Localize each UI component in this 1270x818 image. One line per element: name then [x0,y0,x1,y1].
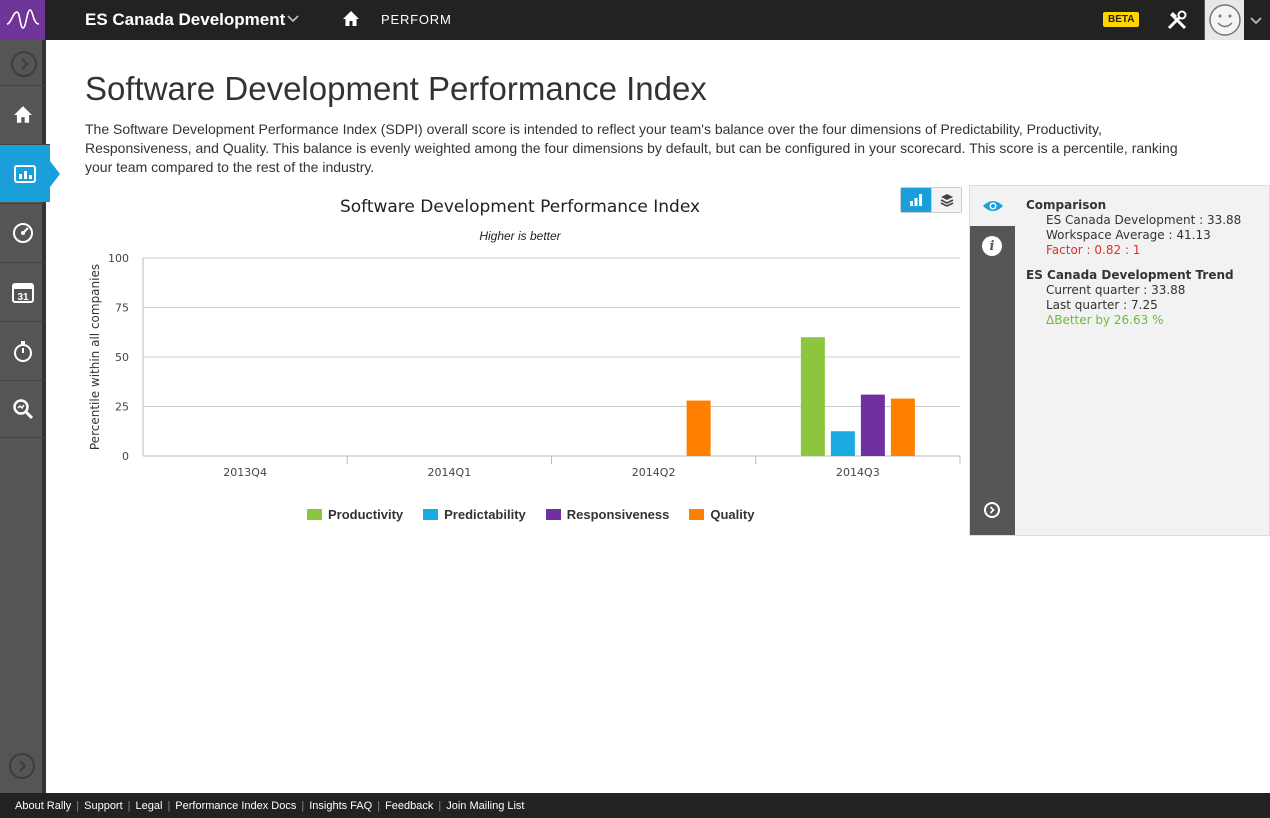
footer-link[interactable]: About Rally [15,799,72,812]
bar-chart-view-button[interactable] [901,188,931,212]
y-tick-label: 75 [115,302,129,315]
footer-link[interactable]: Performance Index Docs [175,799,297,812]
legend-swatch [545,509,561,520]
footer-separator: | [301,799,305,812]
tools-icon[interactable] [1166,9,1190,33]
page-title: Software Development Performance Index [85,70,707,107]
avatar[interactable] [1204,0,1244,40]
home-icon[interactable] [0,85,46,143]
footer-link[interactable]: Support [84,799,123,812]
legend-item[interactable]: Quality [689,507,754,522]
factor-value: Factor : 0.82 : 1 [1046,243,1141,257]
footer-separator: | [127,799,131,812]
dashboard-gauge-icon[interactable] [0,203,46,261]
svg-text:31: 31 [17,292,29,303]
x-tick-label: 2013Q4 [223,466,267,479]
x-tick-label: 2014Q2 [632,466,676,479]
bar-quality [686,400,711,456]
legend-swatch [689,509,705,520]
chevron-down-icon[interactable] [287,11,299,29]
trend-heading: ES Canada Development Trend [1026,268,1234,282]
eye-icon[interactable] [970,186,1015,226]
last-quarter: Last quarter : 7.25 [1046,298,1158,312]
bar-quality [890,398,915,456]
chart-plot-area: 0 25 50 75 100 Percentile within all companie… [88,252,961,479]
y-tick-label: 50 [115,351,129,364]
expand-nav-icon[interactable] [11,51,37,77]
bar-responsiveness [860,394,885,456]
layers-icon [940,194,953,207]
expand-nav-icon[interactable] [9,753,35,779]
legend-label: Responsiveness [566,507,670,522]
y-tick-label: 25 [115,401,129,414]
chart-legend: Productivity Predictability Responsiveness… [307,507,754,522]
report-icon[interactable] [0,144,60,202]
section-tab-perform[interactable]: PERFORM [381,12,452,27]
y-tick-label: 100 [108,252,129,265]
info-panel-rail: i [970,186,1015,535]
page-description: The Software Development Performance Ind… [85,121,1178,175]
footer-link[interactable]: Feedback [385,799,434,812]
legend-label: Productivity [328,507,404,522]
team-score: ES Canada Development : 33.88 [1046,213,1242,227]
legend-item[interactable]: Productivity [307,507,403,522]
beta-badge: BETA [1103,12,1140,27]
x-tick-label: 2014Q3 [836,466,880,479]
footer-link[interactable]: Join Mailing List [446,799,525,812]
footer-link[interactable]: Insights FAQ [309,799,373,812]
trend-delta: ΔBetter by 26.63 % [1046,313,1164,327]
info-icon[interactable]: i [982,236,1002,256]
footer-separator: | [76,799,80,812]
legend-item[interactable]: Responsiveness [545,507,670,522]
bar-predictability [830,431,855,456]
chart-subtitle: Higher is better [479,229,561,243]
search-magnifier-icon[interactable] [0,380,46,438]
rally-logo-icon[interactable] [0,0,45,40]
stacked-view-button[interactable] [931,188,961,212]
footer-separator: | [167,799,171,812]
footer-link[interactable]: Legal [135,799,163,812]
legend-label: Quality [710,507,755,522]
current-quarter: Current quarter : 33.88 [1046,283,1186,297]
bar-productivity [800,337,825,456]
chevron-right-icon[interactable] [984,502,1000,518]
workspace-name[interactable]: ES Canada Development [85,10,286,29]
home-icon[interactable] [342,10,362,30]
footer-separator: | [438,799,442,812]
footer-separator: | [377,799,381,812]
y-axis-label: Percentile within all companies [88,264,102,450]
bar-chart-icon [910,194,922,206]
sdpi-chart: Software Development Performance Index H… [85,185,965,535]
top-bar: ES Canada Development PERFORM BETA [0,0,1270,40]
chart-view-toggle [900,187,962,213]
legend-item[interactable]: Predictability [423,507,526,522]
info-content: Comparison ES Canada Development : 33.88… [1026,198,1266,328]
chart-title: Software Development Performance Index [339,197,701,217]
x-tick-label: 2014Q1 [428,466,472,479]
legend-swatch [423,509,439,520]
left-nav: 31 [0,40,60,793]
chevron-down-icon[interactable] [1250,13,1262,31]
y-tick-label: 0 [122,450,129,463]
legend-label: Predictability [444,507,526,522]
stopwatch-icon[interactable] [0,321,46,379]
calendar-icon[interactable]: 31 [0,262,46,320]
info-panel: i Comparison ES Canada Development : 33.… [969,185,1270,536]
workspace-average: Workspace Average : 41.13 [1046,228,1211,242]
comparison-heading: Comparison [1026,198,1107,212]
footer: About Rally | Support | Legal | Performance In… [0,793,1270,818]
legend-swatch [307,509,322,520]
